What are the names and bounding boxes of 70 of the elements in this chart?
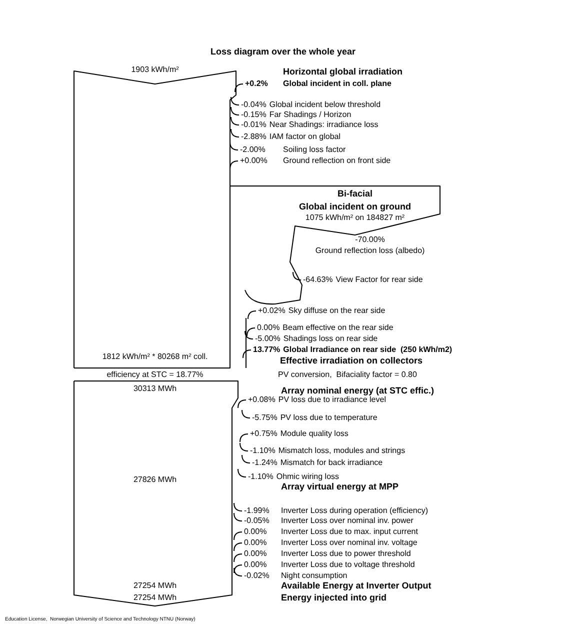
category-label: Global Irradiance on rear side (250 kWh/m2) [283, 345, 452, 354]
data-label: 0.00% [244, 538, 267, 548]
category-label: Ground reflection loss (albedo) [315, 246, 426, 256]
text: efficiency at STC = 18.77% [106, 370, 204, 380]
text: PV conversion, Bifaciality factor = 0.80 [278, 370, 418, 380]
text: 27826 MWh [133, 475, 177, 484]
data-label: +0.00% [240, 156, 268, 166]
text: Energy injected into grid [281, 592, 387, 602]
text: Available Energy at Inverter Output [281, 580, 432, 590]
text: Global incident on ground [299, 201, 411, 212]
category-label: Inverter Loss over nominal inv. power [281, 516, 414, 526]
data-label: -5.75% [252, 413, 278, 422]
category-label: Inverter Loss over nominal inv. voltage [281, 538, 418, 548]
data-label: 0.00% [257, 323, 280, 332]
text: 27254 MWh [133, 581, 177, 590]
category-label: Inverter Loss during operation (efficiency) [281, 506, 428, 516]
category-label: Mismatch for back irradiance [280, 458, 384, 468]
data-label: 0.00% [244, 560, 267, 570]
text: 1812 kWh/m² * 80268 m² coll. [102, 352, 208, 362]
category-label: View Factor for rear side [336, 275, 424, 284]
text: 1903 kWh/m² [131, 65, 180, 74]
text: Array virtual energy at MPP [281, 481, 399, 492]
data-label: -0.01% [241, 120, 266, 130]
data-label: -0.05% [244, 516, 270, 526]
category-label: PV loss due to temperature [280, 413, 378, 422]
data-label: -1.10% [250, 446, 276, 456]
data-label: -0.15% [241, 110, 266, 120]
data-label: -70.00% [355, 235, 385, 244]
category-label: Ohmic wiring loss [276, 472, 340, 482]
data-label: -1.10% [248, 472, 274, 482]
data-label: -5.00% [255, 334, 280, 344]
text: Horizontal global irradiation [283, 66, 403, 76]
text: Loss diagram over the whole year [210, 46, 356, 56]
category-label: Ground reflection on front side [283, 156, 392, 166]
category-label: Mismatch loss, modules and strings [278, 446, 406, 456]
data-label: -1.99% [244, 506, 270, 516]
data-label: 0.00% [244, 527, 267, 536]
category-label: Module quality loss [280, 429, 348, 438]
text: Bi-facial [337, 188, 373, 198]
text: 30313 MWh [133, 384, 177, 394]
category-label: Global incident in coll. plane [283, 79, 392, 88]
data-label: -2.00% [240, 145, 266, 154]
data-label: +0.2% [245, 79, 268, 88]
category-label: Sky diffuse on the rear side [288, 306, 386, 316]
data-label: -2.88% [241, 132, 266, 142]
text: 1075 kWh/m² on 184827 m² [305, 213, 405, 222]
data-label: 0.00% [244, 549, 267, 558]
data-label: 13.77% [253, 345, 280, 354]
category-label: Beam effective on the rear side [282, 323, 394, 332]
category-label: Inverter Loss due to max. input current [281, 527, 419, 536]
category-label: Far Shadings / Horizon [269, 110, 352, 120]
category-label: Inverter Loss due to power threshold [281, 549, 411, 558]
category-label: Soiling loss factor [283, 145, 346, 154]
data-label: -64.63% [303, 275, 333, 284]
category-label: Shadings loss on rear side [283, 334, 378, 344]
data-label: -0.02% [244, 571, 270, 580]
data-label: +0.02% [258, 306, 286, 316]
data-label: -1.24% [252, 458, 278, 468]
data-label: -0.04% [241, 100, 266, 110]
data-label: +0.75% [250, 429, 278, 438]
category-label: Inverter Loss due to voltage threshold [281, 560, 415, 570]
category-label: Near Shadings: irradiance loss [269, 120, 378, 130]
text: 27254 MWh [133, 593, 177, 602]
category-label: PV loss due to irradiance level [278, 395, 386, 404]
data-label: +0.08% [248, 395, 276, 404]
category-label: Night consumption [281, 571, 348, 580]
category-label: Global incident below threshold [269, 100, 381, 110]
text: Effective irradiation on collectors [280, 355, 423, 366]
text: Array nominal energy (at STC effic.) [281, 385, 434, 396]
category-label: IAM factor on global [269, 132, 341, 142]
